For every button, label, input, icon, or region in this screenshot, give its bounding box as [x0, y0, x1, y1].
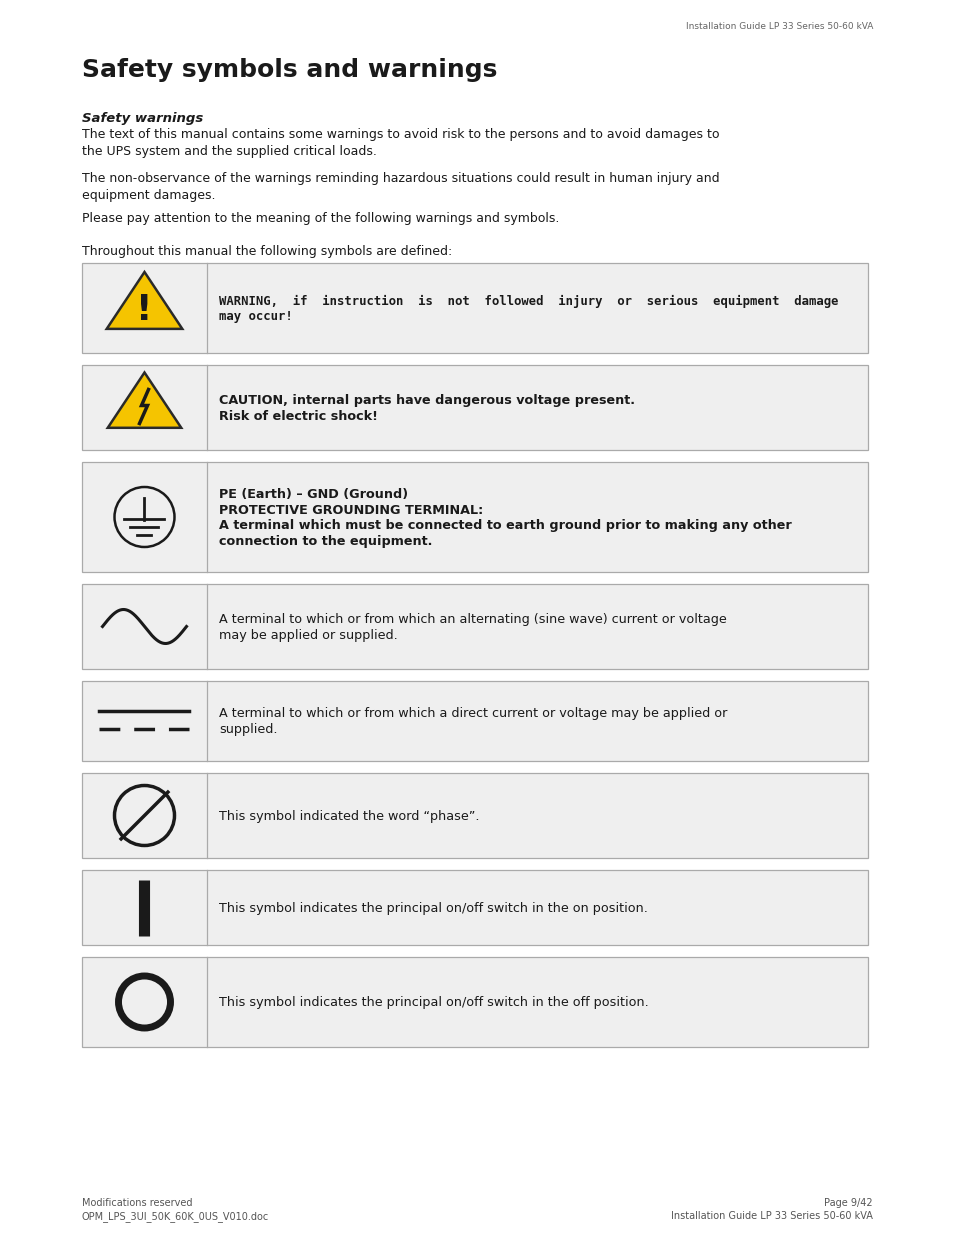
Text: Risk of electric shock!: Risk of electric shock!	[219, 410, 377, 422]
Bar	[82, 773, 867, 858]
Text: PROTECTIVE GROUNDING TERMINAL:: PROTECTIVE GROUNDING TERMINAL:	[219, 504, 483, 516]
Text: Modifications reserved: Modifications reserved	[82, 1198, 193, 1208]
Text: supplied.: supplied.	[219, 722, 277, 736]
Text: This symbol indicates the principal on/off switch in the off position.: This symbol indicates the principal on/o…	[219, 997, 648, 1009]
Text: The non-observance of the warnings reminding hazardous situations could result i: The non-observance of the warnings remin…	[82, 172, 719, 203]
Bar	[82, 584, 867, 669]
Polygon shape	[108, 373, 181, 427]
Text: A terminal which must be connected to earth ground prior to making any other: A terminal which must be connected to ea…	[219, 519, 791, 532]
Text: The text of this manual contains some warnings to avoid risk to the persons and : The text of this manual contains some wa…	[82, 128, 719, 158]
Text: A terminal to which or from which an alternating (sine wave) current or voltage: A terminal to which or from which an alt…	[219, 613, 726, 626]
Bar	[82, 462, 867, 572]
Bar	[82, 680, 867, 761]
Text: connection to the equipment.: connection to the equipment.	[219, 535, 432, 547]
Text: This symbol indicates the principal on/off switch in the on position.: This symbol indicates the principal on/o…	[219, 902, 647, 915]
Text: WARNING,  if  instruction  is  not  followed  injury  or  serious  equipment  da: WARNING, if instruction is not followed …	[219, 294, 838, 308]
Text: A terminal to which or from which a direct current or voltage may be applied or: A terminal to which or from which a dire…	[219, 708, 726, 720]
Text: Throughout this manual the following symbols are defined:: Throughout this manual the following sym…	[82, 245, 452, 258]
Text: Safety warnings: Safety warnings	[82, 112, 203, 125]
Text: PE (Earth) – GND (Ground): PE (Earth) – GND (Ground)	[219, 488, 408, 501]
Text: Page 9/42: Page 9/42	[823, 1198, 872, 1208]
Text: CAUTION, internal parts have dangerous voltage present.: CAUTION, internal parts have dangerous v…	[219, 394, 635, 408]
Text: may occur!: may occur!	[219, 310, 293, 324]
Text: Installation Guide LP 33 Series 50-60 kVA: Installation Guide LP 33 Series 50-60 kV…	[685, 22, 872, 31]
Text: Safety symbols and warnings: Safety symbols and warnings	[82, 58, 497, 82]
Bar	[82, 366, 867, 450]
Bar	[82, 869, 867, 945]
Bar	[82, 957, 867, 1047]
Text: Installation Guide LP 33 Series 50-60 kVA: Installation Guide LP 33 Series 50-60 kV…	[670, 1212, 872, 1221]
Polygon shape	[107, 272, 182, 329]
Text: Please pay attention to the meaning of the following warnings and symbols.: Please pay attention to the meaning of t…	[82, 212, 558, 225]
Text: may be applied or supplied.: may be applied or supplied.	[219, 629, 397, 641]
Text: OPM_LPS_3UI_50K_60K_0US_V010.doc: OPM_LPS_3UI_50K_60K_0US_V010.doc	[82, 1212, 269, 1221]
Text: !: !	[136, 293, 152, 327]
Bar	[82, 263, 867, 353]
Text: This symbol indicated the word “phase”.: This symbol indicated the word “phase”.	[219, 810, 479, 823]
